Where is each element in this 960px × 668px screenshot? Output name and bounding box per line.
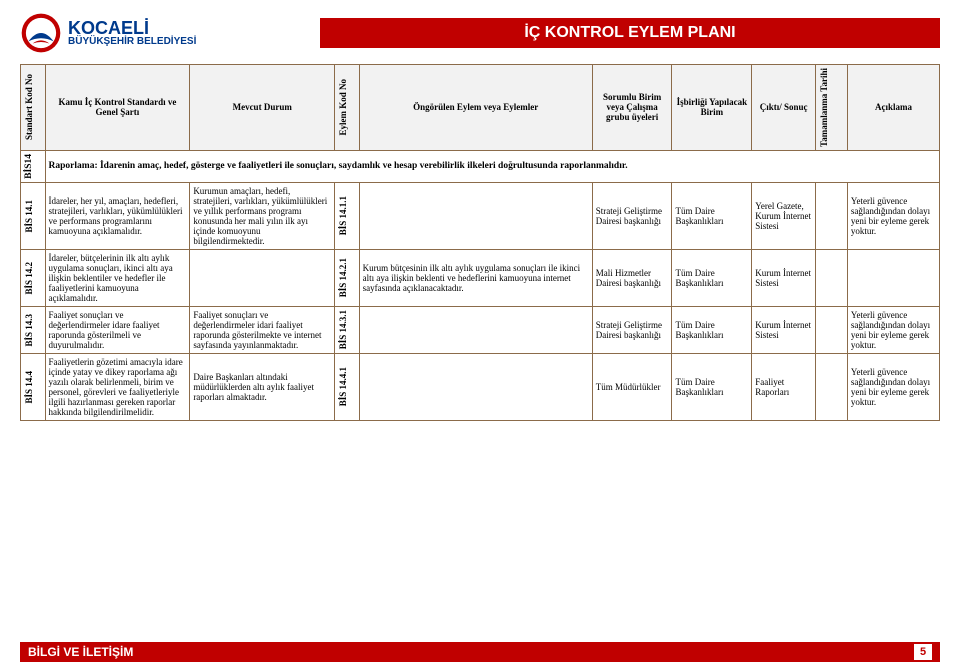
col-cikti: Çıktı/ Sonuç bbox=[752, 65, 816, 151]
cikti-cell: Faaliyet Raporları bbox=[752, 353, 816, 420]
logo: KOCAELİ BÜYÜKŞEHİR BELEDİYESİ bbox=[20, 12, 196, 54]
durum-cell: Daire Başkanları altındaki müdürlüklerde… bbox=[190, 353, 335, 420]
sart-cell: Faaliyetlerin gözetimi amacıyla idare iç… bbox=[45, 353, 190, 420]
isbirligi-cell: Tüm Daire Başkanlıkları bbox=[672, 306, 752, 353]
std-no-cell: BİS 14.4 bbox=[21, 353, 46, 420]
tarih-cell bbox=[816, 353, 848, 420]
sorumlu-cell: Mali Hizmetler Dairesi başkanlığı bbox=[592, 249, 672, 306]
sart-cell: İdareler, her yıl, amaçları, hedefleri, … bbox=[45, 182, 190, 249]
eylem-no-cell: BİS 14.3.1 bbox=[335, 306, 360, 353]
eylem-cell: Kurum bütçesinin ilk altı aylık uygulama… bbox=[359, 249, 592, 306]
table-head: Standart Kod No Kamu İç Kontrol Standard… bbox=[21, 65, 940, 151]
group-text-cell: Raporlama: İdarenin amaç, hedef, gösterg… bbox=[45, 150, 939, 182]
cikti-cell: Kurum İnternet Sistesi bbox=[752, 306, 816, 353]
eylem-cell bbox=[359, 353, 592, 420]
sorumlu-cell: Strateji Geliştirme Dairesi başkanlığı bbox=[592, 306, 672, 353]
col-eylem-no: Eylem Kod No bbox=[335, 65, 360, 151]
eylem-no-cell: BİS 14.2.1 bbox=[335, 249, 360, 306]
tarih-cell bbox=[816, 249, 848, 306]
isbirligi-cell: Tüm Daire Başkanlıkları bbox=[672, 353, 752, 420]
logo-text: KOCAELİ BÜYÜKŞEHİR BELEDİYESİ bbox=[68, 19, 196, 47]
group-header-row: BİS14 Raporlama: İdarenin amaç, hedef, g… bbox=[21, 150, 940, 182]
col-tarih: Tamamlanma Tarihi bbox=[816, 65, 848, 151]
table-row: BİS 14.2 İdareler, bütçelerinin ilk altı… bbox=[21, 249, 940, 306]
eylem-cell bbox=[359, 306, 592, 353]
col-durum: Mevcut Durum bbox=[190, 65, 335, 151]
isbirligi-cell: Tüm Daire Başkanlıkları bbox=[672, 249, 752, 306]
aciklama-cell: Yeterli güvence sağlandığından dolayı ye… bbox=[847, 353, 939, 420]
eylem-no-cell: BİS 14.4.1 bbox=[335, 353, 360, 420]
title-bar: İÇ KONTROL EYLEM PLANI bbox=[320, 18, 940, 48]
sorumlu-cell: Strateji Geliştirme Dairesi başkanlığı bbox=[592, 182, 672, 249]
table-row: BİS 14.1 İdareler, her yıl, amaçları, he… bbox=[21, 182, 940, 249]
sart-cell: Faaliyet sonuçları ve değerlendirmeler i… bbox=[45, 306, 190, 353]
brand-line2: BÜYÜKŞEHİR BELEDİYESİ bbox=[68, 37, 196, 47]
isbirligi-cell: Tüm Daire Başkanlıkları bbox=[672, 182, 752, 249]
std-no-cell: BİS 14.2 bbox=[21, 249, 46, 306]
tarih-cell bbox=[816, 306, 848, 353]
document-title: İÇ KONTROL EYLEM PLANI bbox=[524, 24, 735, 42]
page-footer: BİLGİ VE İLETİŞİM 5 bbox=[20, 642, 940, 662]
table-row: BİS 14.4 Faaliyetlerin gözetimi amacıyla… bbox=[21, 353, 940, 420]
col-aciklama: Açıklama bbox=[847, 65, 939, 151]
table-row: BİS 14.3 Faaliyet sonuçları ve değerlend… bbox=[21, 306, 940, 353]
eylem-cell bbox=[359, 182, 592, 249]
page-number: 5 bbox=[914, 644, 932, 660]
col-eylem: Öngörülen Eylem veya Eylemler bbox=[359, 65, 592, 151]
footer-section: BİLGİ VE İLETİŞİM bbox=[28, 645, 133, 659]
std-no-cell: BİS 14.1 bbox=[21, 182, 46, 249]
sorumlu-cell: Tüm Müdürlükler bbox=[592, 353, 672, 420]
sart-cell: İdareler, bütçelerinin ilk altı aylık uy… bbox=[45, 249, 190, 306]
col-sart: Kamu İç Kontrol Standardı ve Genel Şartı bbox=[45, 65, 190, 151]
col-isbirligi: İşbirliği Yapılacak Birim bbox=[672, 65, 752, 151]
col-sorumlu: Sorumlu Birim veya Çalışma grubu üyeleri bbox=[592, 65, 672, 151]
aciklama-cell: Yeterli güvence sağlandığından dolayı ye… bbox=[847, 182, 939, 249]
durum-cell: Kurumun amaçları, hedefi, stratejileri, … bbox=[190, 182, 335, 249]
aciklama-cell: Yeterli güvence sağlandığından dolayı ye… bbox=[847, 306, 939, 353]
page: KOCAELİ BÜYÜKŞEHİR BELEDİYESİ İÇ KONTROL… bbox=[0, 0, 960, 668]
table-body: BİS14 Raporlama: İdarenin amaç, hedef, g… bbox=[21, 150, 940, 420]
eylem-no-cell: BİS 14.1.1 bbox=[335, 182, 360, 249]
aciklama-cell bbox=[847, 249, 939, 306]
cikti-cell: Yerel Gazete, Kurum İnternet Sistesi bbox=[752, 182, 816, 249]
col-std-no: Standart Kod No bbox=[21, 65, 46, 151]
group-code-cell: BİS14 bbox=[21, 150, 46, 182]
durum-cell bbox=[190, 249, 335, 306]
durum-cell: Faaliyet sonuçları ve değerlendirmeler i… bbox=[190, 306, 335, 353]
municipality-logo-icon bbox=[20, 12, 62, 54]
page-header: KOCAELİ BÜYÜKŞEHİR BELEDİYESİ İÇ KONTROL… bbox=[20, 8, 940, 58]
tarih-cell bbox=[816, 182, 848, 249]
brand-line1: KOCAELİ bbox=[68, 19, 196, 37]
std-no-cell: BİS 14.3 bbox=[21, 306, 46, 353]
action-plan-table: Standart Kod No Kamu İç Kontrol Standard… bbox=[20, 64, 940, 421]
cikti-cell: Kurum İnternet Sistesi bbox=[752, 249, 816, 306]
